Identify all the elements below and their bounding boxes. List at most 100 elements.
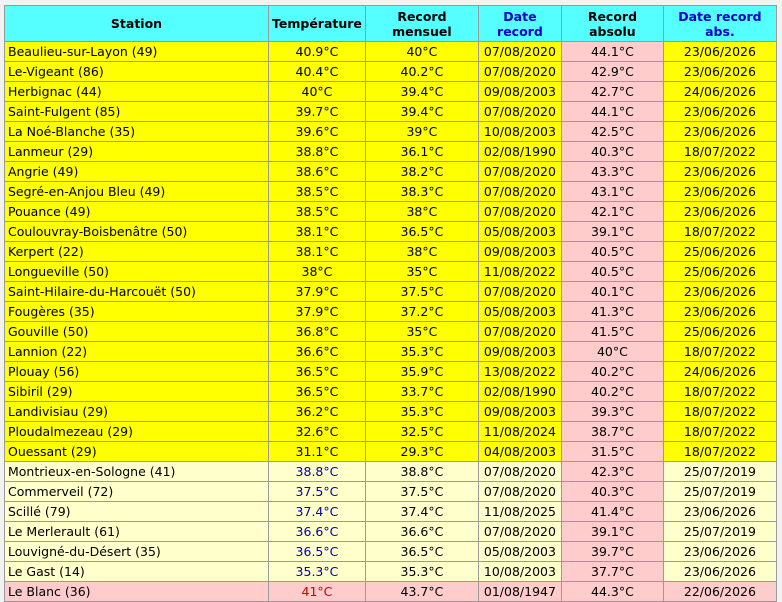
absolute-record-date: 25/07/2019 [662,461,777,482]
monthly-record: 39.4°C [364,81,479,102]
temperature: 36.5°C [268,361,366,382]
station-name: Le Merlerault (61) [4,521,269,542]
station-row: Coulouvray-Boisbenâtre (50) 38.1°C 36.5°C 0… [4,221,777,242]
temperature: 39.7°C [268,101,366,122]
monthly-record: 32.5°C [364,421,479,442]
temperature: 37.4°C [268,501,366,522]
station-row: Herbignac (44) 40°C 39.4°C 09/08/2003 42.7°C… [4,81,777,102]
absolute-record: 39.1°C [560,221,664,242]
station-row: La Noé-Blanche (35) 39.6°C 39°C 10/08/2003 4… [4,121,777,142]
temperature: 37.5°C [268,481,366,502]
station-name: Angrie (49) [4,161,269,182]
absolute-record-date: 18/07/2022 [662,141,777,162]
monthly-record: 36.5°C [364,541,479,562]
station-name: Sibiril (29) [4,381,269,402]
column-header: Record absolu [560,5,664,42]
monthly-record: 37.5°C [364,281,479,302]
station-name: Gouville (50) [4,321,269,342]
absolute-record: 40.3°C [560,141,664,162]
monthly-record: 29.3°C [364,441,479,462]
table-body: Beaulieu-sur-Layon (49) 40.9°C 40°C 07/08/2… [4,41,777,602]
absolute-record: 39.7°C [560,541,664,562]
monthly-record: 35.3°C [364,341,479,362]
absolute-record-date: 23/06/2026 [662,561,777,582]
station-row: Lannion (22) 36.6°C 35.3°C 09/08/2003 40°C 18… [4,341,777,362]
station-name: Lannion (22) [4,341,269,362]
records-table: Station Température Record mensuel Date rec… [4,5,777,602]
station-name: Kerpert (22) [4,241,269,262]
monthly-record: 35°C [364,321,479,342]
temperature: 38.1°C [268,241,366,262]
column-header: Température [268,5,366,42]
absolute-record: 40.5°C [560,241,664,262]
absolute-record: 40.1°C [560,281,664,302]
temperature: 35.3°C [268,561,366,582]
record-date: 07/08/2020 [477,321,562,342]
absolute-record-date: 24/06/2026 [662,361,777,382]
absolute-record: 43.3°C [560,161,664,182]
absolute-record: 42.9°C [560,61,664,82]
absolute-record: 42.7°C [560,81,664,102]
station-name: Scillé (79) [4,501,269,522]
temperature: 32.6°C [268,421,366,442]
absolute-record-date: 23/06/2026 [662,181,777,202]
monthly-record: 35.3°C [364,561,479,582]
station-name: Louvigné-du-Désert (35) [4,541,269,562]
absolute-record-date: 23/06/2026 [662,541,777,562]
monthly-record: 39°C [364,121,479,142]
absolute-record-date: 18/07/2022 [662,401,777,422]
station-row: Plouay (56) 36.5°C 35.9°C 13/08/2022 40.2°C 2… [4,361,777,382]
station-row: Gouville (50) 36.8°C 35°C 07/08/2020 41.5°C 2… [4,321,777,342]
station-name: Ouessant (29) [4,441,269,462]
monthly-record: 40°C [364,41,479,62]
station-row: Montrieux-en-Sologne (41) 38.8°C 38.8°C 07/… [4,461,777,482]
station-name: Pouance (49) [4,201,269,222]
record-date: 07/08/2020 [477,521,562,542]
station-name: Herbignac (44) [4,81,269,102]
record-date: 10/08/2003 [477,561,562,582]
monthly-record: 35.3°C [364,401,479,422]
temperature: 36.6°C [268,341,366,362]
column-header: Record mensuel [364,5,479,42]
absolute-record-date: 24/06/2026 [662,81,777,102]
temperature: 40.9°C [268,41,366,62]
station-row: Ouessant (29) 31.1°C 29.3°C 04/08/2003 31.5°… [4,441,777,462]
record-date: 05/08/2003 [477,221,562,242]
station-row: Commerveil (72) 37.5°C 37.5°C 07/08/2020 40.… [4,481,777,502]
record-date: 07/08/2020 [477,161,562,182]
absolute-record: 40°C [560,341,664,362]
temperature: 37.9°C [268,301,366,322]
absolute-record-date: 18/07/2022 [662,441,777,462]
record-date: 07/08/2020 [477,281,562,302]
station-row: Landivisiau (29) 36.2°C 35.3°C 09/08/2003 39… [4,401,777,422]
station-name: Landivisiau (29) [4,401,269,422]
record-date: 07/08/2020 [477,181,562,202]
station-row: Beaulieu-sur-Layon (49) 40.9°C 40°C 07/08/2… [4,41,777,62]
absolute-record-date: 25/06/2026 [662,261,777,282]
monthly-record: 36.5°C [364,221,479,242]
station-name: Fougères (35) [4,301,269,322]
header-row: Station Température Record mensuel Date rec… [4,5,777,42]
station-name: Montrieux-en-Sologne (41) [4,461,269,482]
record-date: 07/08/2020 [477,41,562,62]
absolute-record: 39.1°C [560,521,664,542]
station-name: Longueville (50) [4,261,269,282]
temperature: 38.5°C [268,181,366,202]
temperature: 38.1°C [268,221,366,242]
absolute-record-date: 25/06/2026 [662,241,777,262]
station-row: Pouance (49) 38.5°C 38°C 07/08/2020 42.1°C 23… [4,201,777,222]
monthly-record: 37.4°C [364,501,479,522]
station-row: Saint-Hilaire-du-Harcouët (50) 37.9°C 37.5… [4,281,777,302]
station-row: Le Gast (14) 35.3°C 35.3°C 10/08/2003 37.7°C… [4,561,777,582]
monthly-record: 38.3°C [364,181,479,202]
temperature: 38.8°C [268,141,366,162]
absolute-record: 40.3°C [560,481,664,502]
absolute-record: 44.1°C [560,41,664,62]
absolute-record-date: 25/06/2026 [662,321,777,342]
station-row: Angrie (49) 38.6°C 38.2°C 07/08/2020 43.3°C 2… [4,161,777,182]
absolute-record-date: 18/07/2022 [662,341,777,362]
record-date: 13/08/2022 [477,361,562,382]
station-name: Coulouvray-Boisbenâtre (50) [4,221,269,242]
record-date: 09/08/2003 [477,241,562,262]
station-row: Le Merlerault (61) 36.6°C 36.6°C 07/08/2020… [4,521,777,542]
